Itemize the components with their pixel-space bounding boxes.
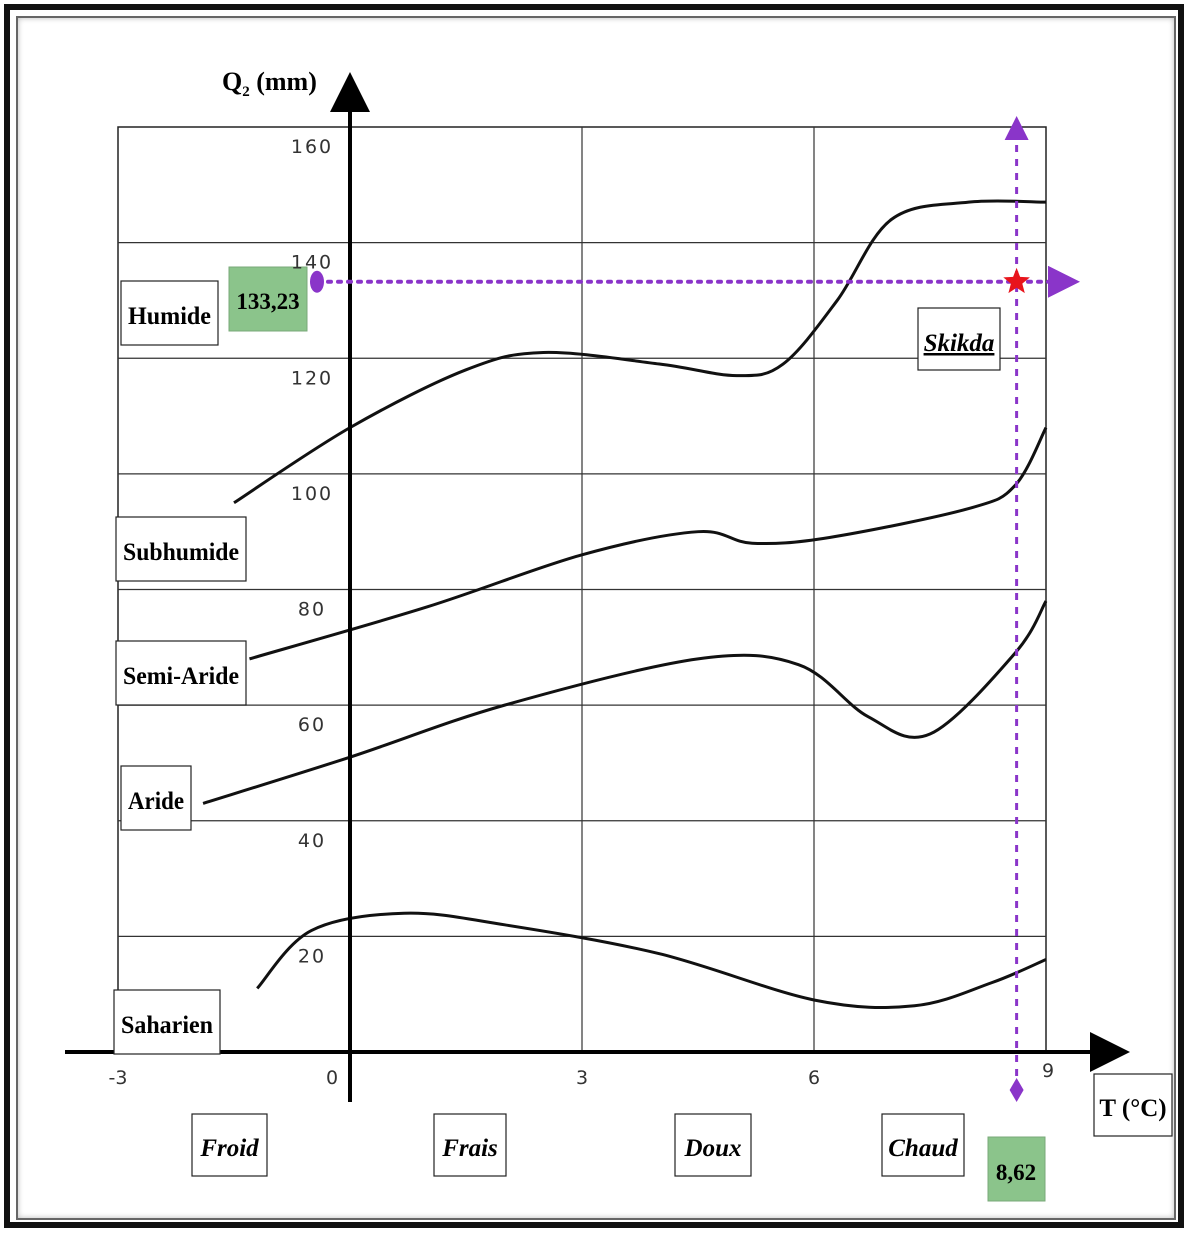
temperature-class-box — [433, 1113, 507, 1177]
boundary-curve-3 — [202, 600, 1048, 805]
y-tick-label: 40 — [298, 830, 326, 852]
zone-label-box — [115, 516, 247, 582]
inner-frame — [16, 16, 1176, 1220]
x-axis-title: T (°C) — [1099, 1095, 1166, 1122]
y-tick-label: 20 — [298, 945, 326, 967]
y-value-box — [228, 266, 308, 332]
temperature-class-label: Frais — [441, 1135, 498, 1162]
zone-label: Saharien — [121, 1012, 213, 1039]
tick-labels: 20 40 60 80 100 120 140 160 -3 0 3 6 9 — [109, 136, 1055, 1089]
zone-boundary-curves — [202, 199, 1048, 1009]
y-tick-label: 120 — [291, 367, 333, 389]
zone-label: Semi-Aride — [123, 663, 239, 690]
station-star-marker — [1003, 267, 1030, 294]
temperature-class-label: Froid — [199, 1135, 259, 1162]
temperature-class-box — [191, 1113, 268, 1177]
station-label: Skikda — [924, 330, 995, 357]
guide-diamond — [1009, 1078, 1024, 1102]
boundary-curve-4 — [256, 911, 1047, 1009]
chart-grid — [117, 126, 1047, 1053]
station-label-box — [917, 307, 1001, 371]
zone-labels: Humide Subhumide Semi-Aride Aride Saharien Fr… — [113, 280, 965, 1177]
guide-dot — [310, 270, 324, 293]
zone-label: Subhumide — [123, 539, 239, 566]
y-tick-label: 160 — [291, 136, 333, 158]
temperature-class-label: Doux — [684, 1135, 742, 1162]
x-axis-title-box — [1093, 1073, 1173, 1137]
zone-label-box — [113, 989, 221, 1055]
y-tick-label: 100 — [291, 483, 333, 505]
temperature-class-label: Chaud — [888, 1135, 958, 1162]
y-tick-label: 140 — [291, 252, 333, 274]
zone-label-box — [120, 280, 219, 346]
zone-label-box — [115, 640, 247, 706]
temperature-class-box — [881, 1113, 965, 1177]
x-tick-label: 3 — [576, 1067, 588, 1089]
station-guides: 133,23 8,62 Skikda — [228, 116, 1080, 1202]
zone-label-box — [120, 765, 192, 831]
x-tick-label: 9 — [1042, 1060, 1054, 1082]
y-value-label: 133,23 — [236, 289, 299, 314]
zone-label: Humide — [128, 303, 211, 330]
boundary-curve-1 — [233, 199, 1047, 505]
x-value-label: 8,62 — [996, 1160, 1036, 1185]
x-tick-label: -3 — [109, 1067, 128, 1089]
x-tick-label: 6 — [808, 1067, 820, 1089]
outer-frame — [4, 4, 1184, 1228]
y-tick-label: 60 — [298, 714, 326, 736]
y-tick-label: 80 — [298, 599, 326, 621]
zone-label: Aride — [128, 788, 184, 815]
y-axis-title: Q2 (mm) — [222, 67, 317, 100]
x-tick-label: 0 — [326, 1067, 338, 1089]
chart-axes: Q2 (mm) T (°C) — [65, 67, 1173, 1137]
temperature-class-box — [674, 1113, 752, 1177]
x-value-box — [987, 1136, 1046, 1202]
boundary-curve-2 — [249, 426, 1048, 661]
